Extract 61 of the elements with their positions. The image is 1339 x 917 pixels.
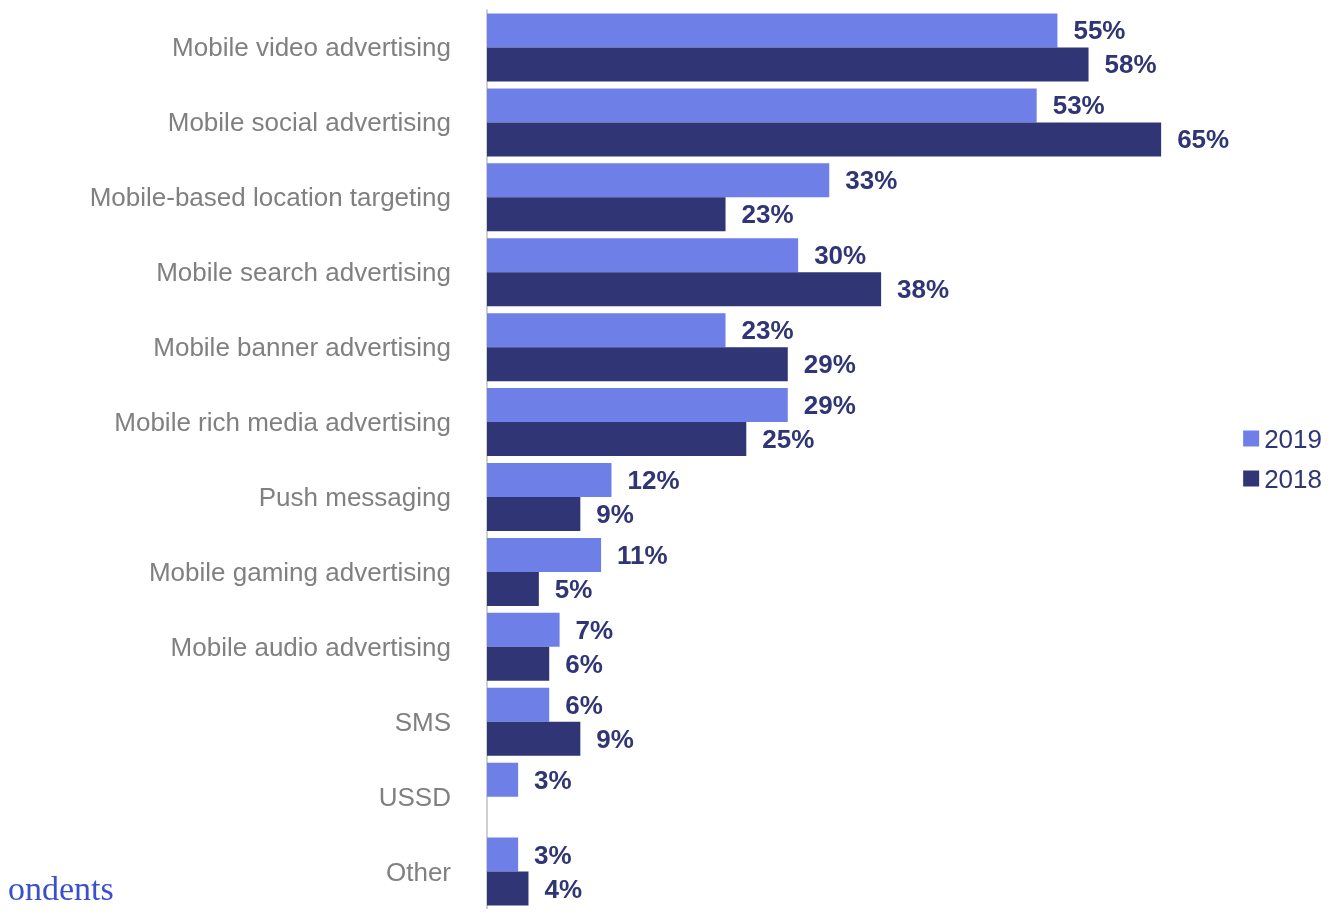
y-tick-label: Other: [385, 856, 452, 887]
data-label: 23%: [741, 315, 794, 346]
data-label: 30%: [814, 240, 867, 271]
bar: [487, 422, 747, 457]
bar: [487, 837, 519, 872]
data-label: 12%: [627, 464, 680, 495]
bar: [487, 871, 529, 906]
bar: [487, 238, 799, 273]
text: ondents: [8, 869, 114, 907]
data-label: 3%: [534, 839, 572, 870]
y-tick-label: Push messaging: [258, 481, 451, 512]
legend-label: 2018: [1264, 463, 1322, 494]
data-label: 29%: [803, 390, 856, 421]
bar: [487, 13, 1058, 48]
bar: [487, 163, 830, 198]
y-tick-label: Mobile search advertising: [156, 257, 451, 288]
data-label: 53%: [1052, 90, 1105, 121]
y-tick-label: Mobile social advertising: [167, 107, 451, 138]
legend-label: 2019: [1264, 423, 1322, 454]
data-label: 38%: [897, 274, 950, 305]
y-tick-label: Mobile gaming advertising: [148, 556, 451, 587]
data-label: 33%: [845, 165, 898, 196]
data-label: 6%: [565, 689, 603, 720]
bar: [487, 571, 539, 606]
data-label: 23%: [741, 199, 794, 230]
bar: [487, 122, 1162, 157]
bar: [487, 721, 581, 756]
bar: [487, 496, 581, 531]
data-label: 58%: [1104, 49, 1157, 80]
data-label: 9%: [596, 498, 634, 529]
bar: [487, 646, 550, 681]
y-tick-label: Mobile-based location targeting: [89, 182, 451, 213]
data-label: 55%: [1073, 15, 1126, 46]
y-tick-label: Mobile audio advertising: [170, 631, 451, 662]
data-label: 7%: [575, 614, 614, 645]
data-label: 11%: [617, 539, 668, 570]
y-tick-label: SMS: [394, 706, 451, 737]
bar: [487, 612, 560, 647]
y-tick-label: Mobile video advertising: [172, 32, 451, 63]
bar: [487, 313, 726, 348]
data-label: 3%: [534, 764, 572, 795]
data-label: 9%: [596, 723, 634, 754]
bar: [487, 197, 726, 232]
y-tick-label: Mobile banner advertising: [153, 332, 451, 363]
data-label: 25%: [762, 424, 815, 455]
bar: [487, 88, 1037, 123]
y-tick-label: USSD: [378, 781, 451, 812]
bar: [487, 537, 602, 572]
data-label: 5%: [554, 573, 593, 604]
data-label: 6%: [565, 648, 603, 679]
y-tick-label: Mobile rich media advertising: [114, 407, 451, 438]
data-label: 29%: [803, 349, 856, 380]
bar: [487, 388, 788, 423]
data-label: 4%: [544, 873, 583, 904]
bar: [487, 272, 882, 307]
bar: [487, 47, 1089, 82]
bar: [487, 347, 788, 382]
bar: [487, 462, 612, 497]
bar: [487, 687, 550, 722]
bar: [487, 762, 519, 797]
data-label: 65%: [1177, 124, 1230, 155]
